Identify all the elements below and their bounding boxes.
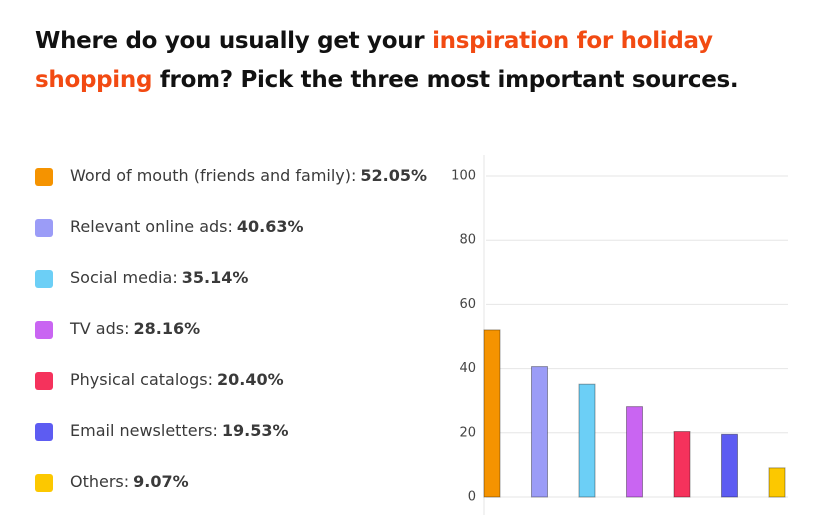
title-part: from? Pick the three most important sour… [152,67,739,93]
legend-swatch [35,219,53,237]
title: Where do you usually get your inspiratio… [35,22,739,100]
bar [673,431,691,498]
legend-item: Others: 9.07% [35,472,427,523]
legend-value: 35.14% [181,268,249,287]
legend-item: Physical catalogs: 20.40% [35,370,427,421]
y-tick-label: 40 [459,361,476,376]
legend-swatch [35,423,53,441]
legend-swatch [35,321,53,339]
legend-label: Relevant online ads: [70,217,233,236]
legend-label: Others: [70,472,130,491]
legend-item: Word of mouth (friends and family): 52.05… [35,166,427,217]
legend-swatch [35,168,53,186]
legend-value: 28.16% [133,319,201,338]
legend-value: 9.07% [133,472,189,491]
legend-item: TV ads: 28.16% [35,319,427,370]
legend-value: 52.05% [360,166,428,185]
y-tick-label: 0 [468,490,476,505]
title-line: Where do you usually get your inspiratio… [35,22,738,61]
legend-label: Word of mouth (friends and family): [70,166,357,185]
legend-item: Relevant online ads: 40.63% [35,217,427,268]
title-part: inspiration for holiday [432,28,713,54]
legend-label: Social media: [70,268,178,287]
y-tick-label: 20 [459,425,476,440]
legend: Word of mouth (friends and family): 52.05… [35,166,427,523]
title-part: Where do you usually get your [35,28,433,54]
title-part: shopping [35,67,153,93]
legend-swatch [35,270,53,288]
legend-swatch [35,372,53,390]
bar [768,467,786,498]
legend-label: TV ads: [70,319,130,338]
legend-value: 19.53% [221,421,289,440]
legend-item: Social media: 35.14% [35,268,427,319]
legend-label: Email newsletters: [70,421,218,440]
y-tick-label: 80 [459,233,476,248]
y-tick-label: 60 [459,297,476,312]
title-line: shopping from? Pick the three most impor… [35,61,739,100]
bar [483,329,501,498]
legend-item: Email newsletters: 19.53% [35,421,427,472]
bar [578,383,596,498]
legend-label: Physical catalogs: [70,370,213,389]
legend-swatch [35,474,53,492]
legend-value: 20.40% [216,370,284,389]
legend-value: 40.63% [236,217,304,236]
bar [531,366,548,498]
bar [721,433,738,498]
y-tick-label: 100 [451,169,476,184]
bar [626,406,643,498]
